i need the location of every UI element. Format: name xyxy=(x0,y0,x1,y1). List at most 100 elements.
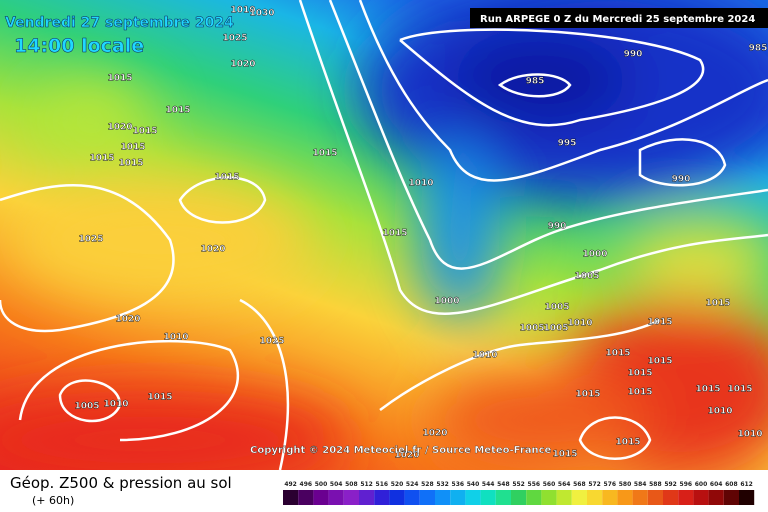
colorbar-label: 556 xyxy=(528,481,541,488)
isobar-label: 1020 xyxy=(115,315,140,325)
isobar-label: 985 xyxy=(526,77,545,87)
isobar-label: 1020 xyxy=(200,245,225,255)
isobar-label: 1010 xyxy=(472,351,497,361)
colorbar-swatch xyxy=(678,490,694,505)
colorbar-swatch xyxy=(419,490,435,505)
run-box xyxy=(470,8,768,28)
isobar-label: 1015 xyxy=(214,173,239,183)
colorbar-swatch xyxy=(359,490,375,505)
colorbar-label: 528 xyxy=(421,481,434,488)
colorbar-swatch xyxy=(571,490,587,505)
colorbar-swatch xyxy=(723,490,739,505)
isobar-label: 1015 xyxy=(695,385,720,395)
isobar-label: 1000 xyxy=(582,250,607,260)
isobar-label: 1020 xyxy=(394,451,419,461)
isobar-label: 1015 xyxy=(615,438,640,448)
isobar-label: 990 xyxy=(672,175,691,185)
colorbar-label: 532 xyxy=(436,481,449,488)
isobar-label: 1015 xyxy=(382,229,407,239)
isobar-label: 1015 xyxy=(89,154,114,164)
colorbar-swatch xyxy=(374,490,390,505)
colorbar-swatch xyxy=(298,490,314,505)
isobar-label: 1010 xyxy=(707,407,732,417)
colorbar-swatch xyxy=(480,490,496,505)
colorbar-swatch xyxy=(404,490,420,505)
isobar-label: 1015 xyxy=(627,388,652,398)
colorbar-label: 612 xyxy=(740,481,753,488)
colorbar-label: 604 xyxy=(710,481,723,488)
colorbar-label: 504 xyxy=(330,481,343,488)
colorbar-label: 540 xyxy=(467,481,480,488)
isobar-label: 995 xyxy=(558,139,577,149)
isobar-label: 990 xyxy=(548,222,567,232)
isobars xyxy=(0,0,768,470)
colorbar-swatch xyxy=(541,490,557,505)
colorbar-swatch xyxy=(283,490,299,505)
isobar-label: 1020 xyxy=(230,60,255,70)
isobar-label: 990 xyxy=(624,50,643,60)
isobar-label: 1005 xyxy=(74,402,99,412)
colorbar-swatch xyxy=(450,490,466,505)
isobar-label: 1015 xyxy=(312,149,337,159)
colorbar-label: 492 xyxy=(284,481,297,488)
time: 14:00 locale xyxy=(14,35,144,57)
colorbar-label: 596 xyxy=(680,481,693,488)
field xyxy=(0,0,768,490)
colorbar-swatch xyxy=(435,490,451,505)
colorbar-swatch xyxy=(495,490,511,505)
colorbar-label: 580 xyxy=(619,481,632,488)
colorbar-swatch xyxy=(556,490,572,505)
isobar-label: 1020 xyxy=(107,123,132,133)
colorbar-label: 520 xyxy=(391,481,404,488)
colorbar-swatch xyxy=(693,490,709,505)
isobar-label: 1025 xyxy=(222,34,247,44)
colorbar-swatch xyxy=(617,490,633,505)
colorbar-label: 524 xyxy=(406,481,419,488)
isobar-label: 1010 xyxy=(737,430,762,440)
isobar-label: 1015 xyxy=(107,74,132,84)
isobar-label: 1015 xyxy=(605,349,630,359)
colorbar-swatch xyxy=(389,490,405,505)
colorbar-swatch xyxy=(526,490,542,505)
isobar-label: 1015 xyxy=(147,393,172,403)
isobar-label: 1015 xyxy=(627,369,652,379)
colorbar-label: 560 xyxy=(543,481,556,488)
colorbar-swatch xyxy=(708,490,724,505)
isobar-label: 1015 xyxy=(165,106,190,116)
isobar-label: 1010 xyxy=(230,6,255,16)
colorbar-label: 588 xyxy=(649,481,662,488)
isobar-label: 1015 xyxy=(118,159,143,169)
isobar-label: 1010 xyxy=(567,319,592,329)
colorbar-label: 508 xyxy=(345,481,358,488)
colorbar-swatch xyxy=(647,490,663,505)
colorbar-label: 536 xyxy=(452,481,465,488)
isobar-label: 1005 xyxy=(574,272,599,282)
colorbar-swatch xyxy=(739,490,755,505)
colorbar: 492 496 500 504 508 512 516 520 524 528 532 536 540 5… xyxy=(283,481,755,505)
isobar-label: 1000 xyxy=(434,297,459,307)
colorbar-label: 584 xyxy=(634,481,647,488)
colorbar-label: 568 xyxy=(573,481,586,488)
isobar-label: 1015 xyxy=(120,143,145,153)
isobar-label: 1015 xyxy=(727,385,752,395)
colorbar-label: 572 xyxy=(588,481,601,488)
copyright: Copyright © 2024 Meteociel.fr / Source M… xyxy=(250,445,552,456)
colorbar-swatch xyxy=(602,490,618,505)
isobar-label: 1015 xyxy=(132,127,157,137)
isobar-label: 1015 xyxy=(647,318,672,328)
isobar-label: 1015 xyxy=(575,390,600,400)
colorbar-label: 500 xyxy=(315,481,328,488)
isobar-label: 1005 xyxy=(543,324,568,334)
date: Vendredi 27 septembre 2024 xyxy=(5,15,234,31)
colorbar-swatch xyxy=(587,490,603,505)
colorbar-label: 544 xyxy=(482,481,495,488)
colorbar-label: 516 xyxy=(376,481,389,488)
isobar-label: 1025 xyxy=(78,235,103,245)
colorbar-swatch xyxy=(313,490,329,505)
colorbar-label: 496 xyxy=(300,481,313,488)
isobar-label: 1010 xyxy=(163,333,188,343)
colorbar-swatch xyxy=(511,490,527,505)
isobar-label: 1005 xyxy=(519,324,544,334)
